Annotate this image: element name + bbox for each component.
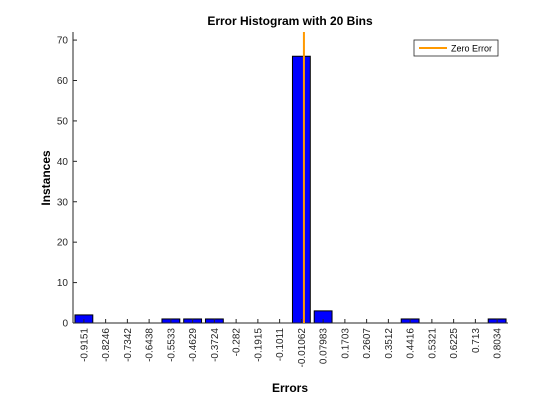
x-tick-label: 0.1703	[340, 328, 351, 359]
y-axis-label: Instances	[39, 150, 53, 206]
x-tick-label: -0.01062	[297, 328, 308, 368]
histogram-bar	[291, 55, 311, 324]
x-tick-label: -0.8246	[101, 328, 112, 362]
histogram-bars	[74, 55, 507, 324]
y-axis-ticks: 0 10 20 30 40 50 60 70	[57, 36, 77, 330]
y-tick-label: 10	[57, 278, 69, 289]
chart-title: Error Histogram with 20 Bins	[207, 14, 373, 28]
x-tick-label: -0.5533	[166, 328, 177, 362]
x-tick-label: 0.5321	[427, 328, 438, 359]
x-tick-label: -0.4629	[188, 328, 199, 362]
y-tick-label: 0	[62, 319, 68, 330]
x-tick-label: 0.4416	[406, 328, 417, 359]
y-tick-label: 50	[57, 116, 69, 127]
x-axis-label: Errors	[272, 381, 308, 395]
legend-box	[413, 39, 499, 57]
y-tick-label: 40	[57, 157, 69, 168]
y-tick-label: 30	[57, 197, 69, 208]
x-tick-label: 0.2607	[362, 328, 373, 359]
x-tick-label: -0.3724	[210, 328, 221, 362]
legend: Zero Error	[413, 39, 499, 57]
x-tick-label: -0.282	[232, 328, 243, 357]
x-tick-label: 0.3512	[384, 328, 395, 359]
x-tick-label: -0.7342	[123, 328, 134, 362]
y-tick-label: 70	[57, 36, 69, 47]
legend-label-zero-error: Zero Error	[451, 44, 492, 54]
x-tick-label: 0.713	[471, 328, 482, 353]
y-tick-label: 60	[57, 76, 69, 87]
y-tick-label: 20	[57, 238, 69, 249]
x-axis-ticks: -0.9151 -0.8246 -0.7342 -0.6438 -0.5533 -0.46…	[79, 319, 504, 368]
x-tick-label: -0.1011	[275, 328, 286, 362]
x-tick-label: 0.6225	[449, 328, 460, 359]
x-tick-label: 0.8034	[493, 328, 504, 359]
x-tick-label: -0.9151	[79, 328, 90, 362]
x-tick-label: -0.6438	[145, 328, 156, 362]
x-tick-label: 0.07983	[319, 328, 330, 365]
x-tick-label: -0.1915	[253, 328, 264, 362]
